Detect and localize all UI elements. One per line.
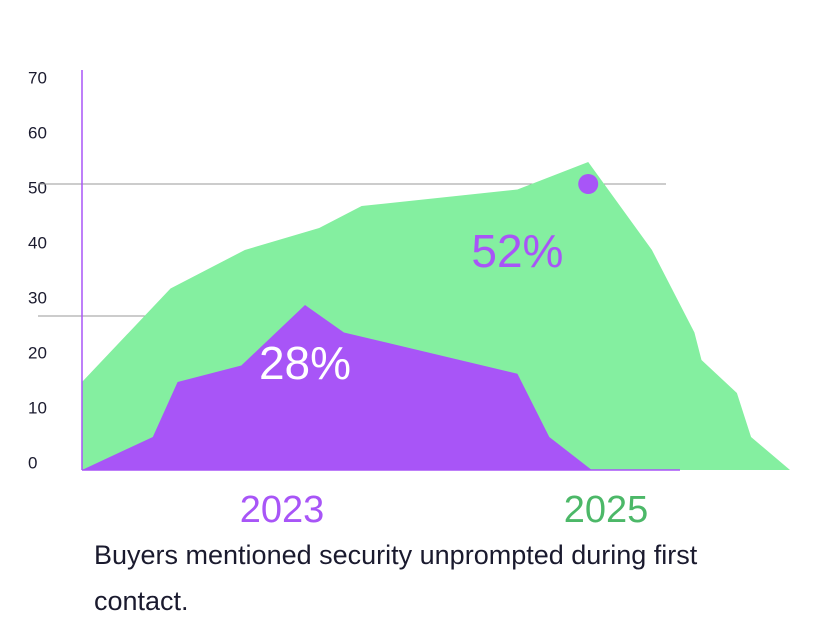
y-tick-label: 60 [28, 123, 47, 142]
y-tick-label: 20 [28, 343, 47, 362]
chart-caption: Buyers mentioned security unprompted dur… [94, 540, 698, 616]
legend: 2025 2023 [240, 489, 649, 531]
y-tick-label: 70 [28, 68, 47, 87]
value-label-2023: 28% [259, 337, 351, 389]
peak-marker [578, 174, 599, 194]
y-tick-label: 30 [28, 288, 47, 307]
y-tick-label: 10 [28, 398, 47, 417]
legend-label-2023: 2023 [240, 489, 325, 531]
value-label-2025: 52% [471, 225, 563, 277]
legend-label-2025: 2025 [564, 489, 649, 531]
y-axis-ticks: 0 10 20 30 40 50 60 70 [28, 68, 47, 472]
y-tick-label: 0 [28, 453, 37, 472]
y-tick-label: 40 [28, 233, 47, 252]
series-areas [82, 162, 790, 470]
value-labels: 52% 28% [259, 225, 563, 389]
series-area-2023 [82, 305, 592, 470]
y-tick-label: 50 [28, 178, 47, 197]
markers [578, 174, 599, 194]
